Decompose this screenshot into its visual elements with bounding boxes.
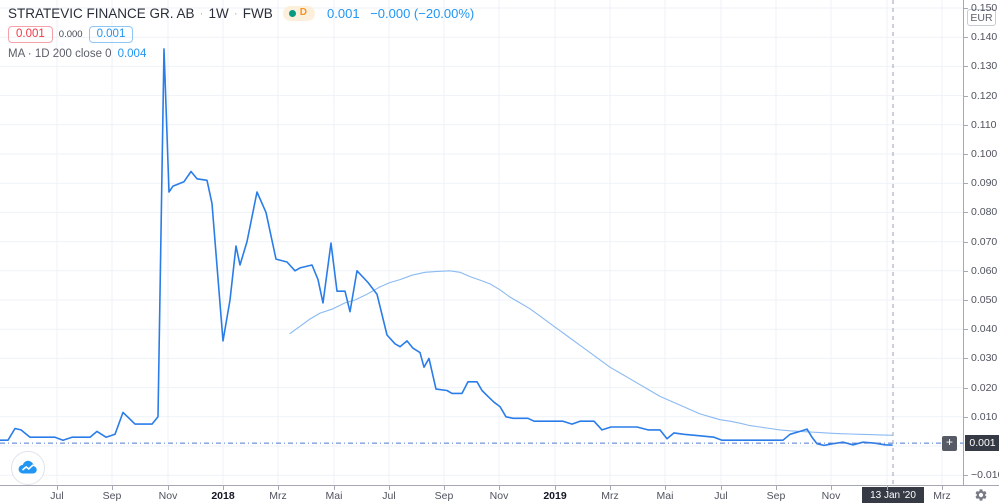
price-change: −0.000 (−20.00%) [370,5,475,21]
price-axis-label: 0.010 [971,410,998,423]
last-price: 0.001 [327,5,360,21]
time-axis-label: Mrz [269,490,287,502]
time-axis-label: Mai [325,490,343,502]
quote-values: 0.001 −0.000 (−20.00%) [327,6,474,21]
time-axis[interactable]: 13 Jan '20 Jul Sep Nov 2018 Mrz Mai Jul Sep Nov 2… [0,485,963,504]
symbol-title[interactable]: STRATEVIC FINANCE GR. AB [8,5,195,21]
price-axis[interactable]: EUR 0.001 0.150 0.140 0.130 0.120 0.110 0.100… [963,0,999,504]
time-axis-label: Sep [102,490,122,502]
separator-dot: · [233,6,238,20]
price-axis-label: 0.150 [971,2,998,14]
sell-button[interactable]: 0.001 [8,25,53,43]
price-axis-label: 0.070 [971,235,998,248]
price-axis-label: 0.040 [971,323,998,336]
price-axis-label: 0.090 [971,177,998,190]
bid-ask-row: 0.001 0.000 0.001 [8,25,134,43]
crosshair-price-badge: 0.001 [965,435,999,452]
symbol-header: STRATEVIC FINANCE GR. AB · 1W · FWB D 0.… [8,4,474,22]
time-axis-label: Jul [382,490,396,502]
time-axis-label: Nov [489,490,509,502]
price-axis-label: −0.010 [971,469,999,482]
price-axis-label: 0.050 [971,294,998,306]
time-axis-label: Sep [766,490,786,502]
price-axis-label: 0.100 [971,148,998,160]
cloud-logo-icon [18,460,37,474]
time-axis-label: Mrz [933,490,951,502]
buy-button[interactable]: 0.001 [88,25,134,43]
ma-indicator-label: MA · 1D 200 close 0 [8,47,112,60]
time-axis-label: Jul [50,490,64,502]
separator-dot: · [199,6,204,20]
time-axis-label: Jul [714,490,728,502]
time-axis-label: Nov [821,490,841,502]
price-axis-label: 0.080 [971,206,998,219]
gear-icon [975,489,987,501]
price-axis-label: 0.140 [971,31,998,44]
time-axis-label: Nov [158,490,178,502]
spread-value: 0.000 [58,28,83,40]
time-axis-label: Sep [434,490,454,502]
ma-indicator-value: 0.004 [117,47,147,60]
price-chart-canvas[interactable] [0,0,963,484]
axis-settings-button[interactable] [963,485,999,504]
market-status-badge[interactable]: D [282,5,316,21]
tradingview-logo[interactable] [11,451,45,485]
time-axis-label: Mai [656,490,674,502]
exchange-label[interactable]: FWB [242,5,273,21]
price-axis-label: 0.130 [971,60,998,73]
crosshair-date-badge: 13 Jan '20 [862,487,924,503]
currency-toggle-button[interactable]: EUR [967,9,996,26]
price-axis-label: 0.110 [971,118,997,131]
time-axis-label: 2018 [211,490,235,502]
time-axis-label: 2019 [543,490,567,502]
delayed-data-badge: D [299,7,308,18]
time-axis-label: Mrz [601,490,619,502]
price-axis-label: 0.060 [971,264,998,277]
price-axis-label: 0.020 [971,381,998,394]
ma-indicator-legend[interactable]: MA · 1D 200 close 0 0.004 [8,46,146,61]
market-open-dot-icon [288,9,296,17]
add-alert-button[interactable]: + [942,435,957,451]
interval-label[interactable]: 1W [208,5,229,21]
price-axis-label: 0.030 [971,352,998,365]
price-axis-label: 0.120 [971,89,998,102]
